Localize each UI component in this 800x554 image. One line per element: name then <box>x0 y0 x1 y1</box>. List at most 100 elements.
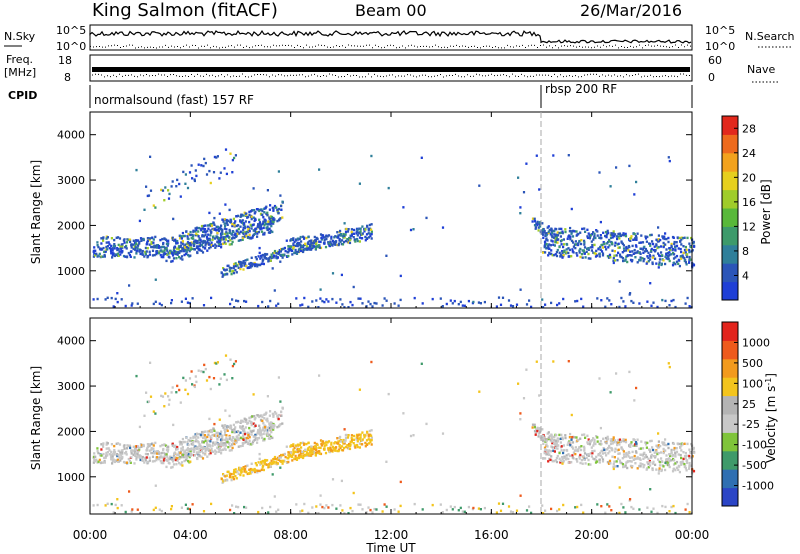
echo-cell <box>649 282 652 285</box>
echo-cell <box>267 220 270 223</box>
echo-cell <box>152 246 155 249</box>
echo-cell <box>207 227 210 230</box>
echo-cell <box>331 240 334 243</box>
echo-cell <box>117 254 120 257</box>
echo-cell <box>290 455 293 459</box>
echo-cell <box>162 461 165 465</box>
echo-cell <box>369 440 372 444</box>
echo-cell <box>598 377 601 380</box>
echo-cell <box>652 448 655 452</box>
echo-cell <box>191 440 195 444</box>
echo-cell <box>571 248 574 251</box>
echo-cell <box>557 444 560 447</box>
cpid-segment-2: rbsp 200 RF <box>545 82 617 96</box>
echo-cell <box>93 458 96 461</box>
echo-cell <box>135 374 138 378</box>
echo-cell <box>260 468 263 471</box>
echo-cell <box>263 220 267 223</box>
echo-cell <box>130 456 133 459</box>
echo-cell <box>605 454 608 457</box>
colorbar-swatch <box>722 263 738 283</box>
echo-cell <box>561 252 564 255</box>
echo-cell <box>613 456 616 459</box>
echo-cell <box>245 234 248 238</box>
echo-cell <box>266 419 269 423</box>
echo-cell <box>604 436 608 440</box>
echo-cell <box>291 253 294 256</box>
echo-cell <box>345 433 348 437</box>
echo-cell <box>275 412 278 415</box>
echo-cell <box>583 252 586 255</box>
echo-cell <box>100 248 103 251</box>
echo-cell <box>617 448 620 451</box>
echo-cell <box>333 241 336 244</box>
echo-cell <box>198 444 201 447</box>
echo-cell <box>649 258 652 261</box>
echo-cell <box>674 468 677 472</box>
echo-cell <box>679 240 682 243</box>
echo-cell <box>162 255 165 259</box>
echo-cell <box>631 244 634 248</box>
echo-cell <box>184 252 188 256</box>
echo-cell <box>667 446 670 450</box>
echo-cell <box>344 233 347 236</box>
echo-cell <box>121 449 124 452</box>
echo-cell <box>225 428 228 431</box>
echo-cell <box>128 444 131 447</box>
echo-cell <box>223 273 226 276</box>
echo-cell <box>578 251 581 254</box>
echo-cell <box>152 447 155 450</box>
echo-cell <box>668 453 671 456</box>
echo-cell <box>233 236 236 240</box>
echo-cell <box>559 461 562 464</box>
echo-cell <box>205 442 209 445</box>
echo-cell <box>650 456 653 459</box>
echo-cell <box>313 235 316 239</box>
echo-cell <box>252 422 255 425</box>
echo-cell <box>122 460 126 464</box>
echo-cell <box>198 248 201 251</box>
echo-cell <box>652 242 655 246</box>
echo-cell <box>347 306 350 309</box>
echo-cell <box>202 430 205 434</box>
echo-cell <box>162 448 165 452</box>
echo-cell <box>662 443 665 446</box>
echo-cell <box>358 232 361 235</box>
echo-cell <box>370 443 373 446</box>
echo-cell <box>309 449 312 452</box>
echo-cell <box>550 249 553 252</box>
echo-cell <box>277 170 280 173</box>
echo-cell <box>266 189 269 192</box>
echo-cell <box>176 457 179 460</box>
echo-cell <box>250 215 253 218</box>
echo-cell <box>544 448 547 451</box>
echo-cell <box>106 442 109 445</box>
echo-cell <box>306 242 309 245</box>
echo-cell <box>663 441 666 444</box>
echo-cell <box>239 263 242 266</box>
echo-cell <box>299 441 302 445</box>
echo-cell <box>196 241 199 245</box>
echo-cell <box>681 237 684 240</box>
colorbar-swatch <box>722 189 738 209</box>
echo-cell <box>92 249 96 253</box>
echo-cell <box>146 448 149 451</box>
echo-cell <box>692 470 696 473</box>
echo-cell <box>551 446 554 449</box>
echo-cell <box>266 431 269 435</box>
nsky-panel: N.Sky 10^5 10^0 10^5 10^0 N.Search <box>4 24 795 53</box>
echo-cell <box>626 460 629 464</box>
echo-cell <box>580 252 583 256</box>
echo-cell <box>195 380 198 384</box>
echo-cell <box>154 206 157 209</box>
echo-cell <box>622 244 625 247</box>
echo-cell <box>191 503 194 506</box>
echo-cell <box>173 252 176 255</box>
echo-cell <box>314 453 317 456</box>
echo-cell <box>660 457 663 460</box>
echo-cell <box>222 444 225 447</box>
echo-cell <box>670 242 673 246</box>
echo-cell <box>180 447 183 450</box>
echo-cell <box>253 415 256 418</box>
